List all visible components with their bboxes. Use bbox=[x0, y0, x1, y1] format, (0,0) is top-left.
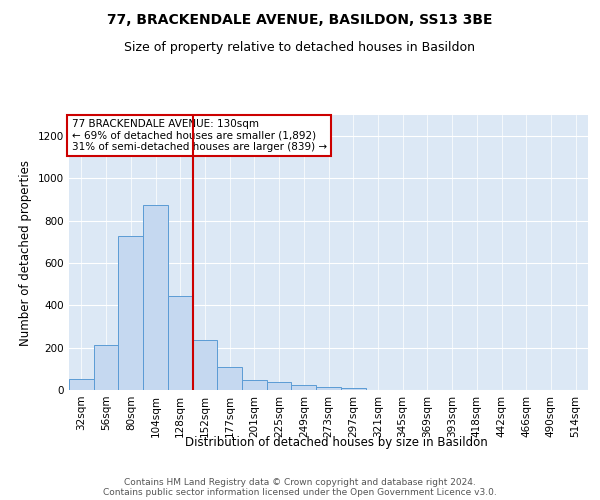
Bar bbox=[267, 382, 292, 390]
Text: 77 BRACKENDALE AVENUE: 130sqm
← 69% of detached houses are smaller (1,892)
31% o: 77 BRACKENDALE AVENUE: 130sqm ← 69% of d… bbox=[71, 119, 327, 152]
Bar bbox=[143, 205, 168, 390]
Bar bbox=[217, 366, 242, 390]
Text: Distribution of detached houses by size in Basildon: Distribution of detached houses by size … bbox=[185, 436, 487, 449]
Text: 77, BRACKENDALE AVENUE, BASILDON, SS13 3BE: 77, BRACKENDALE AVENUE, BASILDON, SS13 3… bbox=[107, 13, 493, 27]
Bar bbox=[168, 296, 193, 390]
Bar bbox=[242, 380, 267, 390]
Bar bbox=[193, 340, 217, 390]
Bar bbox=[69, 380, 94, 390]
Text: Contains public sector information licensed under the Open Government Licence v3: Contains public sector information licen… bbox=[103, 488, 497, 497]
Bar bbox=[118, 236, 143, 390]
Y-axis label: Number of detached properties: Number of detached properties bbox=[19, 160, 32, 346]
Bar bbox=[316, 387, 341, 390]
Bar bbox=[341, 388, 365, 390]
Bar bbox=[292, 386, 316, 390]
Text: Size of property relative to detached houses in Basildon: Size of property relative to detached ho… bbox=[125, 41, 476, 54]
Bar bbox=[94, 344, 118, 390]
Text: Contains HM Land Registry data © Crown copyright and database right 2024.: Contains HM Land Registry data © Crown c… bbox=[124, 478, 476, 487]
